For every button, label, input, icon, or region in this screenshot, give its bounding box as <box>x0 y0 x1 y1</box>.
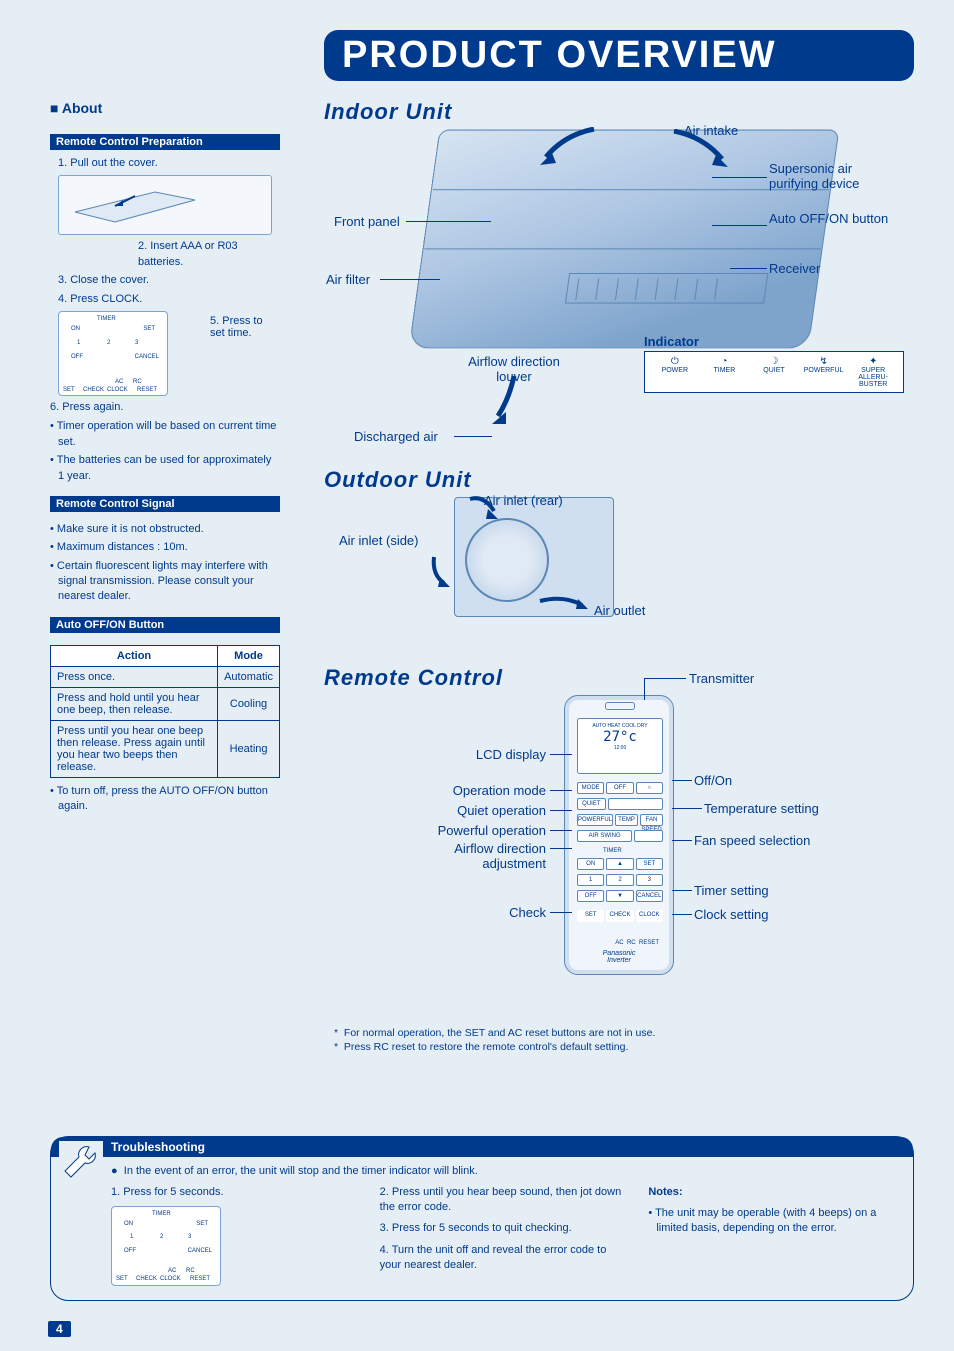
trouble-col-1: 1. Press for 5 seconds. TIMER ON SET 1 2… <box>111 1185 362 1286</box>
callout-offon: Off/On <box>694 773 732 788</box>
callout-clock: Clock setting <box>694 907 768 922</box>
lcd-display: AUTO HEAT COOL DRY 27°c 12:00 <box>577 718 663 774</box>
notes-heading: Notes: <box>648 1185 899 1200</box>
remote-diagram: AUTO HEAT COOL DRY 27°c 12:00 MODEOFF○ Q… <box>334 695 894 1025</box>
bullet: Make sure it is not obstructed. <box>50 522 280 537</box>
callout-inlet-rear: Air inlet (rear) <box>484 493 563 508</box>
prep-steps-a2: 2. Insert AAA or R03 batteries. <box>50 239 280 270</box>
indoor-diagram: Air intake Front panel Air filter Airflo… <box>334 129 894 459</box>
step-6: 6. Press again. <box>50 401 123 413</box>
indoor-heading: Indoor Unit <box>324 99 914 125</box>
table-row: Press and hold until you hear one beep, … <box>51 687 280 720</box>
battery-illustration <box>58 175 272 235</box>
callout-temp: Temperature setting <box>704 801 819 816</box>
trouble-intro: In the event of an error, the unit will … <box>124 1165 478 1177</box>
bullet: Timer operation will be based on current… <box>50 419 280 450</box>
prep-heading: Remote Control Preparation <box>50 134 280 150</box>
indicator-panel: Indicator ⏻POWER ◔TIMER ☽QUIET ↯POWERFUL… <box>644 334 904 393</box>
trouble-step: 2. Press until you hear beep sound, then… <box>380 1185 631 1216</box>
indicator-powerful: ↯POWERFUL <box>802 356 846 388</box>
indicator-power: ⏻POWER <box>653 356 697 388</box>
callout-check: Check <box>434 905 546 920</box>
about-heading: About <box>50 100 280 116</box>
remote-heading: Remote Control <box>324 665 914 691</box>
footnote-1: * For normal operation, the SET and AC r… <box>334 1027 914 1039</box>
callout-discharged: Discharged air <box>354 429 438 444</box>
prep-bullets: Timer operation will be based on current… <box>50 419 280 484</box>
table-row: Press until you hear one beep then relea… <box>51 720 280 777</box>
callout-powerful: Powerful operation <box>400 823 546 838</box>
outdoor-heading: Outdoor Unit <box>324 467 914 493</box>
prep-step: 3. Close the cover. <box>50 273 280 288</box>
callout-purifier: Supersonic air purifying device <box>769 161 889 191</box>
trouble-step: 1. Press for 5 seconds. <box>111 1185 362 1200</box>
callout-transmitter: Transmitter <box>689 671 754 686</box>
autobtn-note: To turn off, press the AUTO OFF/ON butto… <box>50 784 280 815</box>
signal-heading: Remote Control Signal <box>50 496 280 512</box>
prep-step: 4. Press CLOCK. <box>50 292 280 307</box>
step-5: 5. Press to set time. <box>210 315 280 339</box>
mode-table: Action Mode Press once. Automatic Press … <box>50 645 280 778</box>
troubleshooting-title: Troubleshooting <box>51 1137 913 1157</box>
table-row: Press once. Automatic <box>51 666 280 687</box>
callout-air-filter: Air filter <box>326 272 370 287</box>
callout-timer: Timer setting <box>694 883 769 898</box>
page-number: 4 <box>48 1321 71 1337</box>
callout-louver: Airflow direction louver <box>454 354 574 384</box>
remote-illustration: AUTO HEAT COOL DRY 27°c 12:00 MODEOFF○ Q… <box>564 695 674 975</box>
trouble-col-2: 2. Press until you hear beep sound, then… <box>380 1185 631 1286</box>
bullet: The batteries can be used for approximat… <box>50 453 280 484</box>
indicator-timer: ◔TIMER <box>703 356 747 388</box>
footnote-2: * Press RC reset to restore the remote c… <box>334 1041 914 1053</box>
note-bullet: The unit may be operable (with 4 beeps) … <box>648 1206 899 1237</box>
trouble-remote-illustration: TIMER ON SET 1 2 3 OFF CANCEL AC RC SET … <box>111 1206 221 1286</box>
troubleshooting-panel: Troubleshooting ● In the event of an err… <box>50 1136 914 1301</box>
outdoor-diagram: Air inlet (rear) Air inlet (side) Air ou… <box>334 497 894 657</box>
callout-lcd: LCD display <box>446 747 546 762</box>
page-title: PRODUCT OVERVIEW <box>324 30 914 81</box>
bullet: Maximum distances : 10m. <box>50 540 280 555</box>
prep-step: 1. Pull out the cover. <box>50 156 280 171</box>
prep-steps-b: 3. Close the cover. 4. Press CLOCK. <box>50 273 280 307</box>
autobtn-heading: Auto OFF/ON Button <box>50 617 280 633</box>
indicator-buster: ✦SUPER ALLERU-BUSTER <box>851 356 895 388</box>
callout-autobtn: Auto OFF/ON button <box>769 211 889 226</box>
bullet: Certain fluorescent lights may interfere… <box>50 559 280 605</box>
indicator-quiet: ☽QUIET <box>752 356 796 388</box>
callout-outlet: Air outlet <box>594 603 645 618</box>
bullet: To turn off, press the AUTO OFF/ON butto… <box>50 784 280 815</box>
remote-mini-illustration: TIMER ON SET 1 2 3 OFF CANCEL AC RC SET … <box>58 311 168 396</box>
wrench-icon <box>59 1141 103 1185</box>
callout-inlet-side: Air inlet (side) <box>339 533 419 548</box>
prep-steps-a: 1. Pull out the cover. <box>50 156 280 171</box>
prep-step: 2. Insert AAA or R03 batteries. <box>130 239 280 270</box>
callout-opmode: Operation mode <box>418 783 546 798</box>
callout-air-intake: Air intake <box>684 123 738 138</box>
trouble-step: 3. Press for 5 seconds to quit checking. <box>380 1221 631 1236</box>
callout-receiver: Receiver <box>769 261 820 276</box>
signal-bullets: Make sure it is not obstructed. Maximum … <box>50 522 280 605</box>
trouble-step: 4. Turn the unit off and reveal the erro… <box>380 1243 631 1274</box>
callout-front-panel: Front panel <box>334 214 400 229</box>
callout-airflow: Airflow direction adjustment <box>404 841 546 871</box>
left-sidebar: About Remote Control Preparation 1. Pull… <box>50 100 280 819</box>
timer-label: TIMER <box>603 848 622 854</box>
callout-fan: Fan speed selection <box>694 833 810 848</box>
th-action: Action <box>51 645 218 666</box>
callout-quiet: Quiet operation <box>414 803 546 818</box>
trouble-col-3: Notes: The unit may be operable (with 4 … <box>648 1185 899 1286</box>
th-mode: Mode <box>218 645 280 666</box>
indicator-title: Indicator <box>644 334 904 349</box>
main-content: PRODUCT OVERVIEW Indoor Unit <box>324 30 914 1055</box>
